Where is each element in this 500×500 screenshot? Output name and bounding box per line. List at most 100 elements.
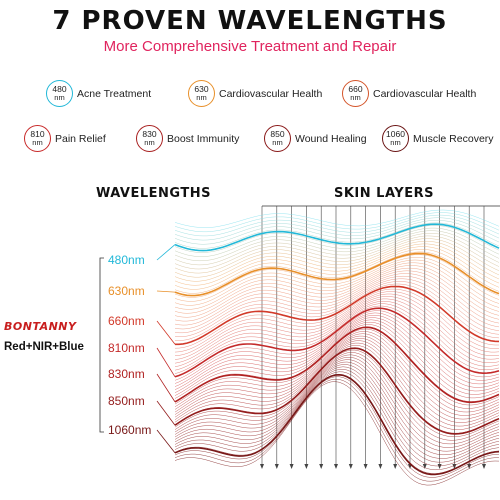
wave-line bbox=[174, 342, 500, 427]
wave-line bbox=[174, 262, 500, 310]
wave-line bbox=[174, 220, 500, 245]
band-connector bbox=[156, 429, 176, 454]
wave-line bbox=[174, 240, 500, 278]
wave-line bbox=[174, 275, 500, 330]
wave-line bbox=[174, 312, 500, 384]
wave-line bbox=[174, 267, 500, 318]
wave-line bbox=[174, 298, 500, 364]
band-line-630nm bbox=[174, 252, 500, 297]
wave-line bbox=[174, 238, 500, 274]
band-line-1060nm bbox=[174, 373, 500, 476]
wave-line bbox=[174, 209, 500, 228]
wavelength-badge: 850 nm bbox=[264, 125, 291, 152]
skin-layer-arrow bbox=[422, 464, 427, 469]
band-line-850nm bbox=[174, 347, 500, 435]
wave-line bbox=[174, 335, 500, 416]
wave-line bbox=[174, 249, 500, 290]
badge-value: 630 bbox=[194, 84, 209, 94]
brand-tagline: Red+NIR+Blue bbox=[4, 341, 84, 353]
wave-line bbox=[174, 331, 500, 409]
wave-line bbox=[174, 222, 500, 249]
skin-layer-arrow bbox=[274, 464, 279, 469]
wave-line bbox=[174, 251, 500, 294]
wave-line bbox=[174, 376, 500, 478]
wave-line bbox=[174, 225, 500, 253]
wave-line bbox=[174, 317, 500, 390]
wave-line bbox=[174, 354, 500, 445]
skin-layer-arrow bbox=[304, 464, 309, 469]
wave-line bbox=[174, 296, 500, 360]
band-connector bbox=[156, 373, 176, 403]
wavelength-item-810: 810 nm Pain Relief bbox=[24, 125, 106, 152]
wave-line bbox=[174, 340, 500, 423]
wave-line bbox=[174, 273, 500, 326]
band-label-630: 630nm bbox=[108, 284, 145, 298]
band-label-850: 850nm bbox=[108, 394, 145, 408]
wavelength-benefit-label: Pain Relief bbox=[55, 132, 106, 145]
wave-line bbox=[174, 243, 500, 282]
band-connector bbox=[156, 244, 176, 261]
wave-line bbox=[174, 303, 500, 371]
wave-lines bbox=[174, 209, 500, 486]
band-line-660nm bbox=[175, 285, 500, 346]
band-lines bbox=[174, 223, 500, 476]
wavelength-item-830: 830 nm Boost Immunity bbox=[136, 125, 239, 152]
band-connector bbox=[156, 320, 176, 345]
wave-line bbox=[174, 281, 500, 337]
wavelength-badge: 810 nm bbox=[24, 125, 51, 152]
badge-value: 1060 bbox=[386, 129, 405, 139]
skin-layer-arrow bbox=[378, 464, 383, 469]
badge-value: 480 bbox=[52, 84, 67, 94]
skin-layer-arrow bbox=[437, 464, 442, 469]
wave-line bbox=[174, 359, 500, 452]
wave-line bbox=[174, 212, 500, 233]
wavelength-benefit-label: Boost Immunity bbox=[167, 132, 240, 145]
wave-line bbox=[174, 366, 500, 463]
wave-line bbox=[174, 361, 500, 456]
skin-layer-arrow bbox=[393, 464, 398, 469]
wave-line bbox=[174, 369, 500, 467]
badge-unit: nm bbox=[350, 92, 361, 102]
badge-value: 830 bbox=[142, 129, 157, 139]
band-connector bbox=[156, 290, 176, 293]
wavelength-badge: 830 nm bbox=[136, 125, 163, 152]
wavelength-item-1060: 1060 nm Muscle Recovery bbox=[382, 125, 494, 152]
band-bracket bbox=[99, 257, 104, 433]
wave-line bbox=[174, 364, 500, 459]
wavelength-badge: 660 nm bbox=[342, 80, 369, 107]
wavelength-benefit-label: Cardiovascular Health bbox=[373, 87, 477, 100]
wave-line bbox=[174, 378, 500, 482]
badge-value: 660 bbox=[348, 84, 363, 94]
wave-line bbox=[174, 246, 500, 286]
wavelength-benefit-label: Wound Healing bbox=[295, 132, 367, 145]
wave-line bbox=[174, 259, 500, 306]
wave-line bbox=[174, 293, 500, 357]
badge-unit: nm bbox=[144, 137, 155, 147]
skin-layers-heading: SKIN LAYERS bbox=[334, 186, 434, 201]
skin-layer-arrow bbox=[482, 464, 486, 469]
wave-line bbox=[174, 319, 500, 393]
skin-layer-arrow bbox=[363, 464, 368, 469]
wave-line bbox=[174, 278, 500, 334]
wave-line bbox=[174, 310, 500, 381]
wavelength-badge: 480 nm bbox=[46, 80, 73, 107]
wave-line bbox=[174, 345, 500, 430]
wave-line bbox=[174, 254, 500, 298]
wave-line bbox=[174, 338, 500, 420]
wavelength-badge: 1060 nm bbox=[382, 125, 409, 152]
wavelength-item-850: 850 nm Wound Healing bbox=[264, 125, 367, 152]
wave-line bbox=[174, 217, 500, 241]
wave-line bbox=[174, 349, 500, 438]
wave-line bbox=[174, 227, 500, 257]
wave-line bbox=[174, 283, 500, 341]
band-line-810nm bbox=[174, 307, 500, 378]
brand-logo: BONTANNY bbox=[4, 320, 77, 333]
wave-line bbox=[174, 371, 500, 471]
wave-line bbox=[174, 352, 500, 441]
wavelengths-heading: WAVELENGTHS bbox=[96, 186, 211, 201]
wave-line bbox=[174, 270, 500, 322]
wave-line bbox=[174, 300, 500, 367]
badge-unit: nm bbox=[196, 92, 207, 102]
skin-layer-arrow bbox=[334, 464, 338, 469]
